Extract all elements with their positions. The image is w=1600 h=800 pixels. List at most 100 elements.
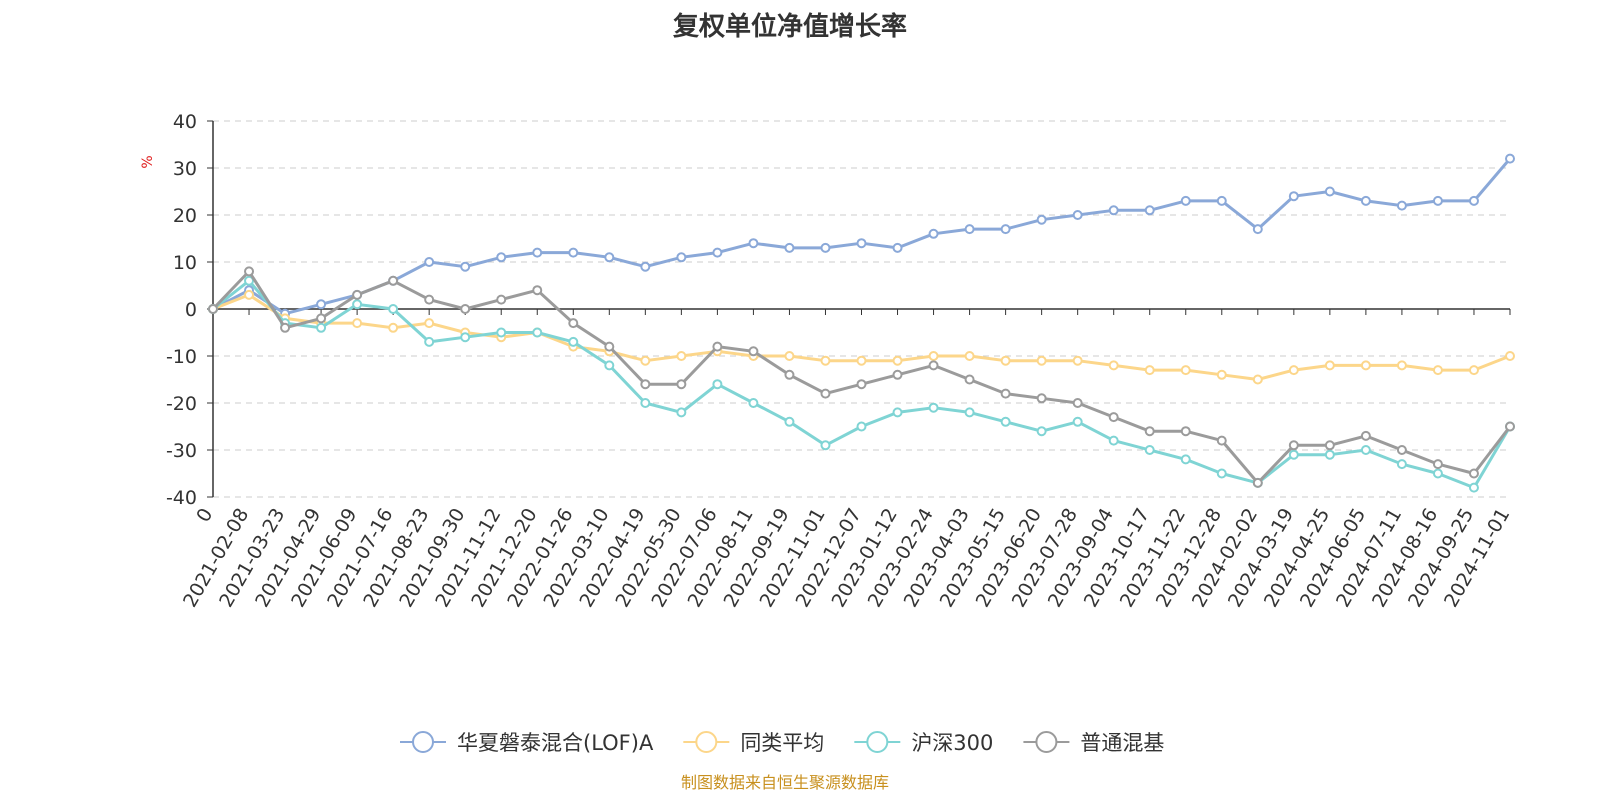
- data-point: [532, 327, 543, 338]
- data-point: [820, 242, 831, 253]
- data-point: [1288, 440, 1299, 451]
- data-point: [496, 327, 507, 338]
- data-point: [1432, 459, 1443, 470]
- data-point: [1180, 195, 1191, 206]
- data-point: [928, 228, 939, 239]
- data-point: [352, 318, 363, 329]
- legend: 华夏磐泰混合(LOF)A 同类平均 沪深300 普通混基: [400, 731, 1164, 755]
- data-point: [784, 351, 795, 361]
- data-point: [1216, 435, 1227, 446]
- data-point: [1324, 360, 1335, 371]
- data-point: [676, 351, 687, 361]
- data-point: [820, 355, 831, 366]
- data-point: [1396, 200, 1407, 211]
- legend-label: 华夏磐泰混合(LOF)A: [457, 731, 654, 755]
- data-point: [1360, 195, 1371, 206]
- data-point: [964, 374, 975, 385]
- data-point: [820, 440, 831, 451]
- data-point: [892, 242, 903, 253]
- legend-item-0: 华夏磐泰混合(LOF)A: [400, 731, 654, 755]
- legend-marker: [866, 731, 889, 753]
- data-point: [1144, 426, 1155, 437]
- data-point: [1324, 186, 1335, 197]
- data-point: [1505, 351, 1515, 361]
- data-point: [532, 247, 543, 258]
- data-point: [352, 289, 363, 300]
- data-point: [1036, 355, 1047, 366]
- data-point: [1288, 191, 1299, 202]
- series-line: [211, 269, 1512, 485]
- data-point: [1144, 205, 1155, 216]
- data-point: [1288, 365, 1299, 376]
- data-point: [460, 332, 471, 343]
- data-point: [892, 407, 903, 418]
- data-point: [244, 266, 255, 277]
- data-point: [856, 238, 867, 249]
- y-tick-label: 30: [173, 158, 197, 180]
- data-point: [1288, 449, 1299, 460]
- y-tick-label: -40: [166, 487, 197, 509]
- data-point: [604, 341, 615, 352]
- series-1: [208, 289, 1515, 385]
- y-tick-label: -30: [166, 440, 197, 462]
- data-point: [1036, 426, 1047, 437]
- data-point: [1505, 153, 1515, 164]
- data-point: [1252, 224, 1263, 235]
- x-tick-labels: 02021-02-082021-03-232021-04-292021-06-0…: [179, 504, 1514, 611]
- y-tick-label: 0: [185, 299, 197, 321]
- series-line: [212, 293, 1511, 381]
- data-point: [1216, 468, 1227, 479]
- data-point: [676, 379, 687, 390]
- data-point: [460, 261, 471, 272]
- data-point: [928, 351, 939, 361]
- data-point: [388, 304, 399, 314]
- data-point: [856, 379, 867, 390]
- data-point: [568, 336, 579, 347]
- data-point: [604, 360, 615, 371]
- legend-label: 沪深300: [911, 731, 993, 755]
- data-point: [1505, 421, 1515, 432]
- y-tick-labels: 40 30 20 10 0 -10 -20 -30 -40: [166, 111, 197, 509]
- data-point: [748, 398, 759, 408]
- data-point: [1252, 477, 1263, 488]
- data-point: [1000, 388, 1011, 399]
- data-point: [1000, 355, 1011, 366]
- data-point: [712, 341, 723, 352]
- data-point: [1468, 468, 1479, 479]
- legend-label: 同类平均: [740, 731, 824, 755]
- data-point: [676, 407, 687, 418]
- series-2: [208, 275, 1515, 493]
- data-point: [856, 421, 867, 432]
- legend-marker: [695, 731, 718, 753]
- data-point: [460, 304, 471, 314]
- series-0: [208, 153, 1515, 319]
- data-point: [532, 285, 543, 296]
- data-point: [1108, 360, 1119, 371]
- data-point: [1180, 454, 1191, 465]
- data-point: [1396, 459, 1407, 470]
- data-point: [1072, 210, 1083, 220]
- data-point: [1324, 449, 1335, 460]
- y-tick-label: 40: [173, 111, 197, 133]
- data-point: [388, 275, 399, 286]
- data-point: [424, 318, 435, 329]
- data-point: [316, 313, 327, 324]
- data-point: [712, 379, 723, 390]
- data-point: [1036, 393, 1047, 404]
- data-point: [568, 318, 579, 329]
- data-point: [1108, 435, 1119, 446]
- data-point: [892, 369, 903, 380]
- data-point: [1432, 365, 1443, 376]
- data-point: [496, 252, 507, 263]
- data-point: [1432, 468, 1443, 479]
- legend-item-3: 普通混基: [1023, 731, 1164, 755]
- data-point: [280, 322, 291, 333]
- data-point: [784, 369, 795, 380]
- chart-title: 复权单位净值增长率: [673, 11, 907, 42]
- legend-label: 普通混基: [1080, 731, 1164, 755]
- data-point: [1072, 416, 1083, 427]
- data-point: [1180, 365, 1191, 376]
- data-point: [928, 402, 939, 413]
- data-point: [784, 416, 795, 427]
- data-point: [1180, 426, 1191, 437]
